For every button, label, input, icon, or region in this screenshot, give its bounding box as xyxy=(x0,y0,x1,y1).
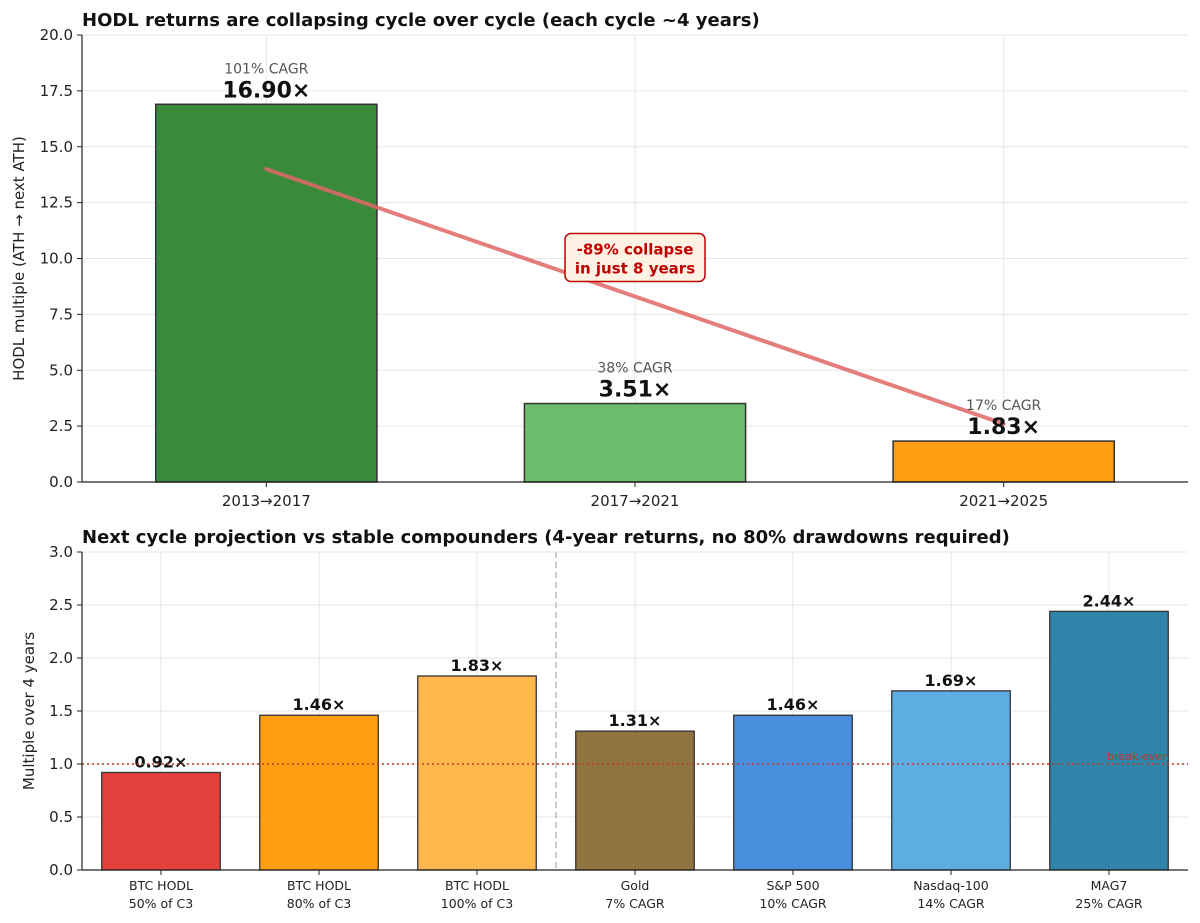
cagr-label: 38% CAGR xyxy=(597,361,673,377)
annotation-box xyxy=(564,232,706,283)
data-label: 1.46× xyxy=(767,695,820,714)
xtick-label-line1: BTC HODL xyxy=(445,878,509,893)
xtick-label-line1: S&P 500 xyxy=(766,878,819,893)
bar-Nasdaq-100 xyxy=(891,690,1011,871)
cagr-label: 17% CAGR xyxy=(966,398,1042,414)
ytick-label: 15.0 xyxy=(40,138,73,156)
data-label: 0.92× xyxy=(135,752,188,771)
data-label: 1.69× xyxy=(925,671,978,690)
xtick-label-line1: BTC HODL xyxy=(287,878,351,893)
xtick-label-line1: MAG7 xyxy=(1091,878,1128,893)
xtick-label-line1: Nasdaq-100 xyxy=(913,878,988,893)
ytick-label: 3.0 xyxy=(49,543,73,561)
ytick-label: 2.0 xyxy=(49,649,73,667)
ytick-label: 2.5 xyxy=(49,596,73,614)
xtick-label: 2013→2017 xyxy=(222,492,311,510)
ytick-label: 2.5 xyxy=(49,417,73,435)
xtick-label-line2: 100% of C3 xyxy=(441,896,513,911)
chart-title: HODL returns are collapsing cycle over c… xyxy=(82,10,760,31)
ytick-label: 5.0 xyxy=(49,361,73,379)
bar-Gold xyxy=(575,730,695,871)
cagr-label: 101% CAGR xyxy=(224,61,308,77)
xtick-label-line1: Gold xyxy=(621,878,650,893)
bar-BTC HODL xyxy=(259,714,379,871)
bar-2017→2021 xyxy=(523,402,747,483)
data-label: 3.51× xyxy=(599,378,672,403)
top-panel: 0.0 2.5 5.0 7.5 10.0 12.5 15.0 17.5 20.0 16.90×10… xyxy=(10,10,1188,510)
xtick-label-line2: 7% CAGR xyxy=(605,896,665,911)
data-label: 1.83× xyxy=(451,656,504,675)
annotation-line2: in just 8 years xyxy=(575,260,695,278)
xtick-label-line2: 80% of C3 xyxy=(287,896,351,911)
ytick-label: 0.5 xyxy=(49,808,73,826)
y-axis-label: Multiple over 4 years xyxy=(20,632,38,790)
bottom-panel: 0.0 0.5 1.0 1.5 2.0 2.5 3.0 0.92× 1.46× 1.83× 1.31… xyxy=(20,527,1188,911)
ytick-label: 1.0 xyxy=(49,755,73,773)
bar-BTC HODL xyxy=(417,675,537,871)
ytick-label: 7.5 xyxy=(49,305,73,323)
data-label: 2.44× xyxy=(1083,591,1136,610)
y-axis-label: HODL multiple (ATH → next ATH) xyxy=(10,136,28,381)
bar-BTC HODL xyxy=(101,771,221,871)
ytick-label: 17.5 xyxy=(40,82,73,100)
data-label: 16.90× xyxy=(222,78,310,103)
ytick-label: 0.0 xyxy=(49,861,73,879)
xtick-label-line2: 25% CAGR xyxy=(1075,896,1143,911)
ytick-label: 1.5 xyxy=(49,702,73,720)
data-label: 1.46× xyxy=(293,695,346,714)
xtick-label-line2: 50% of C3 xyxy=(129,896,193,911)
ytick-label: 12.5 xyxy=(40,194,73,212)
xtick-label: 2017→2021 xyxy=(591,492,680,510)
data-label: 1.83× xyxy=(967,415,1040,440)
xtick-label-line1: BTC HODL xyxy=(129,878,193,893)
bar-S&P 500 xyxy=(733,714,853,871)
ytick-label: 20.0 xyxy=(40,26,73,44)
annotation-line1: -89% collapse xyxy=(577,241,694,259)
ytick-label: 0.0 xyxy=(49,473,73,491)
bar-2013→2017 xyxy=(154,103,378,483)
bar-MAG7 xyxy=(1049,610,1169,871)
trend-line xyxy=(264,167,1006,426)
xtick-label-line2: 14% CAGR xyxy=(917,896,985,911)
ytick-label: 10.0 xyxy=(40,250,73,268)
xtick-label-line2: 10% CAGR xyxy=(759,896,827,911)
data-label: 1.31× xyxy=(609,711,662,730)
breakeven-label: break-even xyxy=(1107,750,1169,763)
bar-2021→2025 xyxy=(892,440,1116,483)
xtick-label: 2021→2025 xyxy=(959,492,1048,510)
chart-title: Next cycle projection vs stable compound… xyxy=(82,527,1010,548)
